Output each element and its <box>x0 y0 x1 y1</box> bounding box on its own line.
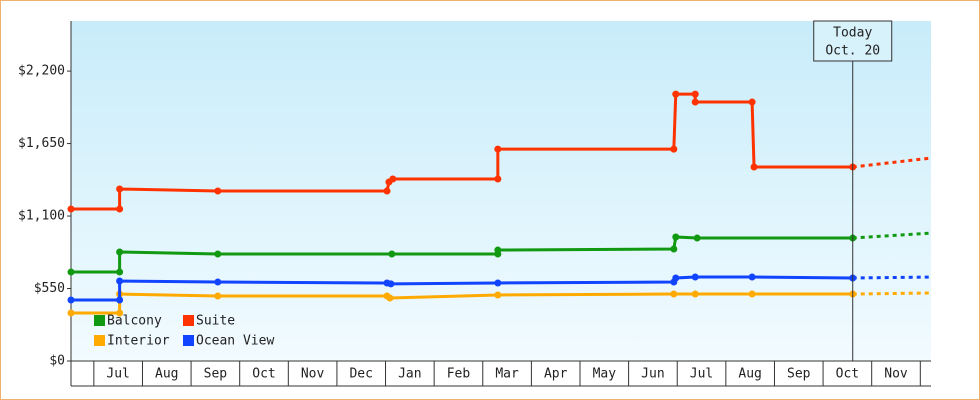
data-point <box>672 274 680 282</box>
y-tick-label: $550 <box>34 281 65 296</box>
data-point <box>116 205 124 213</box>
y-tick-label: $1,100 <box>18 209 65 224</box>
forecast-line <box>852 291 932 296</box>
data-point <box>693 234 701 242</box>
data-point <box>116 309 124 317</box>
data-point <box>670 145 678 153</box>
data-point <box>388 250 396 258</box>
x-tick-label: May <box>593 367 617 382</box>
data-point <box>116 185 124 193</box>
y-tick-label: $1,650 <box>18 136 65 151</box>
data-point <box>116 268 124 276</box>
data-point <box>748 290 756 298</box>
legend-swatch <box>183 335 194 346</box>
data-point <box>748 98 756 106</box>
data-point <box>748 273 756 281</box>
data-point <box>214 278 222 286</box>
data-point <box>672 233 680 241</box>
legend-swatch <box>183 315 194 326</box>
data-point <box>494 246 502 254</box>
legend-label: Ocean View <box>196 334 274 349</box>
data-point <box>672 90 680 98</box>
data-point <box>750 163 758 171</box>
x-tick-label: Aug <box>738 367 761 382</box>
x-tick-label: Nov <box>884 367 908 382</box>
x-tick-label: Feb <box>447 367 471 382</box>
x-tick-label: Jun <box>641 367 664 382</box>
data-point <box>494 279 502 287</box>
data-point <box>116 277 124 285</box>
x-tick-label: Dec <box>349 367 372 382</box>
legend-swatch <box>94 335 105 346</box>
data-point <box>691 98 699 106</box>
today-label: Today <box>833 26 872 41</box>
x-tick-label: Sep <box>204 367 228 382</box>
x-tick-label: Jul <box>690 367 713 382</box>
data-point <box>494 175 502 183</box>
data-point <box>386 294 394 302</box>
today-label: Oct. 20 <box>825 44 880 59</box>
data-point <box>670 290 678 298</box>
x-tick-label: Nov <box>301 367 325 382</box>
data-point <box>494 291 502 299</box>
data-point <box>691 273 699 281</box>
legend-label: Interior <box>107 334 170 349</box>
data-point <box>116 296 124 304</box>
forecast-line <box>852 156 932 169</box>
y-tick-label: $0 <box>49 354 65 369</box>
data-point <box>383 187 391 195</box>
data-point <box>670 245 678 253</box>
forecast-line <box>852 275 932 280</box>
data-point <box>67 309 75 317</box>
data-point <box>214 250 222 258</box>
x-tick-label: Jan <box>398 367 421 382</box>
x-tick-label: Apr <box>544 367 568 382</box>
x-tick-label: Mar <box>495 367 519 382</box>
x-tick-label: Oct <box>252 367 275 382</box>
data-point <box>691 90 699 98</box>
x-tick-label: Jul <box>106 367 129 382</box>
today-box <box>813 20 893 62</box>
data-point <box>389 175 397 183</box>
data-point <box>494 145 502 153</box>
data-point <box>214 187 222 195</box>
series-line <box>71 92 853 211</box>
data-point <box>214 292 222 300</box>
data-point <box>67 296 75 304</box>
legend-label: Balcony <box>107 314 162 329</box>
data-point <box>116 248 124 256</box>
legend-swatch <box>94 315 105 326</box>
data-point <box>387 280 395 288</box>
data-point <box>67 205 75 213</box>
legend-label: Suite <box>196 314 235 329</box>
y-tick-label: $2,200 <box>18 64 65 79</box>
data-point <box>67 268 75 276</box>
forecast-line <box>852 231 932 240</box>
data-point <box>691 290 699 298</box>
x-tick-label: Sep <box>787 367 811 382</box>
x-tick-label: Oct <box>836 367 859 382</box>
x-tick-label: Aug <box>155 367 178 382</box>
